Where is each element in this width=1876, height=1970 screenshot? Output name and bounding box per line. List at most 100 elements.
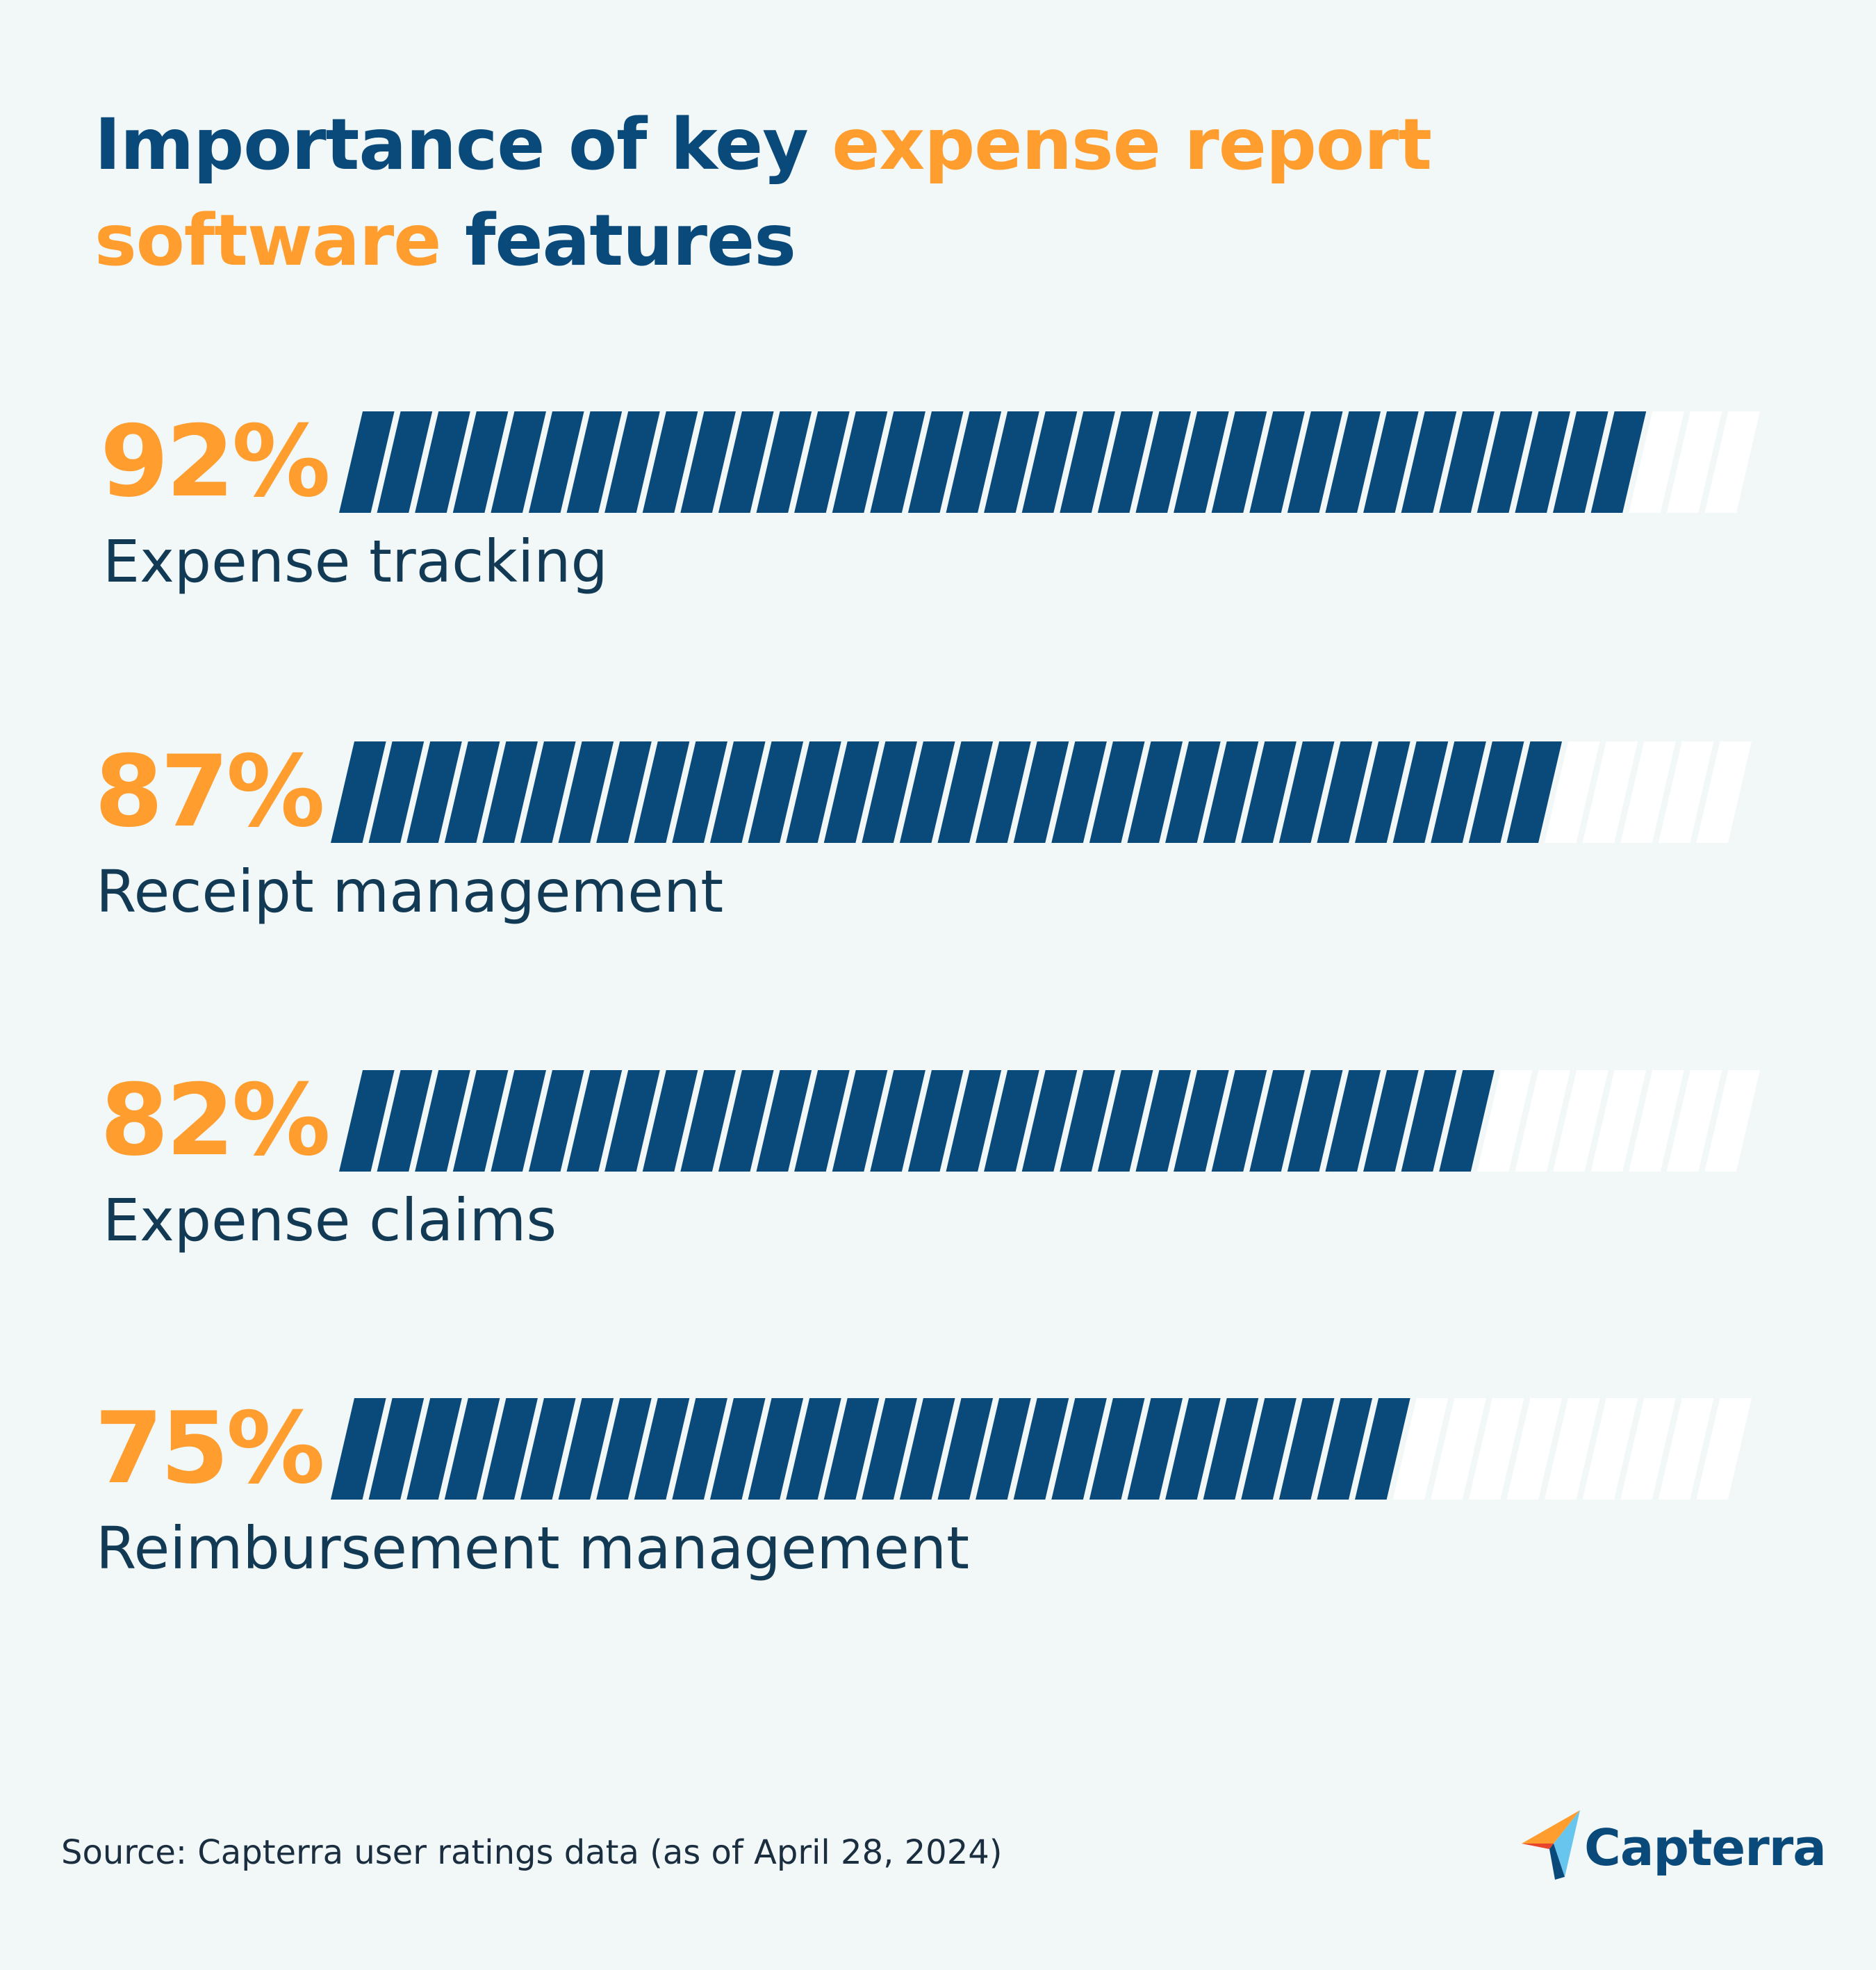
bar-segment-filled (718, 1070, 774, 1172)
title-highlight-1: expense report (832, 104, 1432, 186)
category-label: Expense tracking (103, 527, 608, 596)
value-label: 75% (94, 1391, 325, 1506)
bar-segment-filled (482, 741, 538, 843)
bar-segment-filled (786, 1398, 841, 1500)
bar-segment-filled (1165, 741, 1221, 843)
bar-segment-filled (558, 741, 614, 843)
bar-segment-empty (1545, 741, 1600, 843)
bar-segment-filled (444, 741, 500, 843)
bar-segment-filled (1590, 411, 1647, 513)
bar-segment-empty (1582, 1398, 1638, 1500)
bar-segment-filled (756, 411, 812, 513)
bar-segment-filled (756, 1070, 812, 1172)
chart-title: Importance of key expense report softwar… (94, 97, 1623, 289)
bar-segment-filled (1241, 1398, 1297, 1500)
bar-segment-filled (1089, 1398, 1145, 1500)
bar-segment-empty (1629, 1070, 1684, 1172)
bar-segment-filled (1325, 411, 1381, 513)
bar-segment-empty (1545, 1398, 1600, 1500)
bar-segment-filled (1211, 1070, 1267, 1172)
bar-segment-filled (415, 1070, 470, 1172)
bar-segment-filled (634, 741, 690, 843)
bar-segment-empty (1704, 411, 1760, 513)
bar-segment-filled (1097, 411, 1153, 513)
bar-segment-filled (1013, 741, 1069, 843)
bar-segment-filled (907, 1070, 964, 1172)
bar-segment-filled (377, 411, 433, 513)
category-label: Receipt management (96, 857, 724, 926)
bar-segment-filled (1127, 741, 1183, 843)
bar-segment-filled (642, 1070, 698, 1172)
bar-segment-filled (1203, 741, 1259, 843)
bar-segment-filled (870, 1070, 925, 1172)
bar-segment-filled (558, 1398, 614, 1500)
bar-segment-filled (339, 1070, 395, 1172)
bar-segment-filled (672, 741, 727, 843)
bar-segment-filled (368, 1398, 425, 1500)
bar-track (331, 741, 1752, 843)
bar-segment-filled (1401, 1070, 1457, 1172)
bar-segment-filled (1317, 1398, 1373, 1500)
bar-track (331, 1398, 1752, 1500)
title-highlight-2: software (94, 199, 441, 282)
bar-segment-filled (680, 411, 736, 513)
title-part-2: features (441, 199, 796, 282)
bar-segment-filled (1317, 741, 1373, 843)
bar-segment-filled (786, 741, 841, 843)
bar-segment-filled (1174, 1070, 1229, 1172)
bar-segment-filled (1325, 1070, 1381, 1172)
bar-segment-filled (415, 411, 470, 513)
bar-segment-filled (377, 1070, 433, 1172)
bar-segment-empty (1620, 1398, 1676, 1500)
value-label: 87% (94, 734, 325, 849)
bar-segment-filled (520, 741, 576, 843)
bar-segment-empty (1696, 741, 1752, 843)
bar-segment-empty (1629, 411, 1684, 513)
bar-segment-filled (452, 411, 509, 513)
bar-segment-filled (1278, 1398, 1335, 1500)
bar-segment-empty (1658, 741, 1714, 843)
bar-segment-filled (1431, 741, 1486, 843)
value-label: 92% (100, 404, 331, 519)
bar-segment-empty (1666, 1070, 1722, 1172)
bar-segment-filled (709, 1398, 766, 1500)
bar-segment-filled (946, 1070, 1002, 1172)
source-note: Source: Capterra user ratings data (as o… (61, 1833, 1003, 1872)
bar-segment-filled (832, 1070, 888, 1172)
bar-segment-filled (596, 741, 652, 843)
value-label: 82% (100, 1063, 331, 1178)
bar-segment-filled (748, 1398, 804, 1500)
bar-segment-empty (1666, 411, 1722, 513)
bar-track (339, 411, 1760, 513)
bar-segment-empty (1468, 1398, 1524, 1500)
bar-segment-filled (1439, 411, 1495, 513)
bar-segment-filled (823, 1398, 880, 1500)
bar-segment-filled (1241, 741, 1297, 843)
bar-segment-empty (1431, 1398, 1486, 1500)
bar-segment-filled (1278, 741, 1335, 843)
bar-segment-filled (566, 1070, 623, 1172)
bar-track (339, 1070, 1760, 1172)
bar-segment-filled (1506, 741, 1563, 843)
bar-segment-filled (870, 411, 925, 513)
bar-segment-empty (1704, 1070, 1760, 1172)
bar-segment-filled (794, 1070, 850, 1172)
bar-segment-filled (406, 741, 462, 843)
bar-segment-filled (1355, 741, 1410, 843)
bar-segment-filled (491, 1070, 546, 1172)
bar-segment-filled (823, 741, 880, 843)
bar-segment-filled (718, 411, 774, 513)
bar-segment-empty (1696, 1398, 1752, 1500)
bar-segment-empty (1620, 741, 1676, 843)
bar-segment-filled (482, 1398, 538, 1500)
bar-segment-filled (862, 1398, 917, 1500)
bar-segment-filled (1392, 741, 1449, 843)
bar-segment-filled (1174, 411, 1229, 513)
bar-segment-filled (1515, 411, 1571, 513)
bar-segment-empty (1590, 1070, 1647, 1172)
bar-segment-empty (1506, 1398, 1563, 1500)
bar-segment-filled (452, 1070, 509, 1172)
title-part-1: Importance of key (94, 104, 832, 186)
capterra-wordmark: Capterra (1584, 1819, 1827, 1877)
bar-segment-filled (1553, 411, 1608, 513)
